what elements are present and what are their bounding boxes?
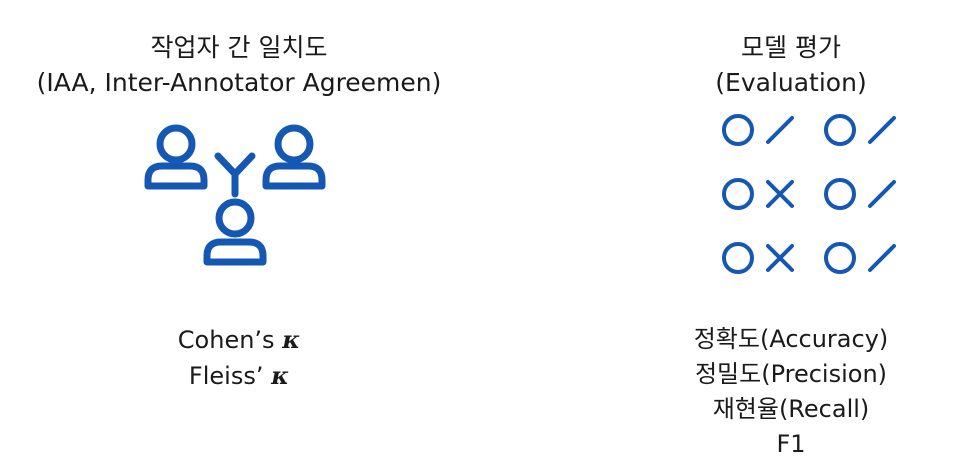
annotator-connector-icon [214, 152, 256, 198]
evaluation-metric-item: 정밀도(Precision) [694, 360, 888, 388]
slash-mark-icon [868, 116, 896, 144]
circle-mark-icon [722, 114, 754, 146]
kappa-symbol: κ [282, 325, 301, 354]
iaa-metric-name: Cohen’s [177, 326, 275, 354]
slash-mark-icon [868, 180, 896, 208]
evaluation-metric-item: 정확도(Accuracy) [693, 325, 889, 353]
circle-mark-icon [824, 114, 856, 146]
circle-mark-icon [722, 242, 754, 274]
evaluation-metrics-list: 정확도(Accuracy) 정밀도(Precision) 재현율(Recall)… [620, 322, 962, 462]
kappa-symbol: κ [271, 361, 290, 390]
circle-mark-icon [824, 178, 856, 210]
evaluation-metric-item: 재현율(Recall) [712, 395, 870, 423]
annotator-person-right-icon [262, 124, 326, 190]
slash-mark-icon [868, 244, 896, 272]
annotator-person-bottom-icon [203, 198, 267, 266]
iaa-title: 작업자 간 일치도 (IAA, Inter-Annotator Agreemen… [0, 30, 478, 100]
iaa-metric-item: Fleiss’ κ [0, 358, 478, 394]
evaluation-title-english: (Evaluation) [715, 68, 867, 97]
evaluation-title: 모델 평가 (Evaluation) [620, 30, 962, 100]
annotator-person-left-icon [144, 124, 208, 190]
circle-mark-icon [824, 242, 856, 274]
cross-mark-icon [766, 180, 794, 208]
annotators-icon [144, 124, 326, 266]
cross-mark-icon [766, 244, 794, 272]
iaa-metric-name: Fleiss’ [188, 362, 264, 390]
evaluation-metric-item: F1 [776, 430, 806, 458]
circle-mark-icon [722, 178, 754, 210]
slash-mark-icon [766, 116, 794, 144]
evaluation-marks-grid [722, 114, 896, 274]
iaa-title-english: (IAA, Inter-Annotator Agreemen) [36, 68, 442, 97]
iaa-title-korean: 작업자 간 일치도 [150, 33, 328, 62]
evaluation-title-korean: 모델 평가 [741, 33, 841, 62]
iaa-metric-item: Cohen’s κ [0, 322, 478, 358]
iaa-metrics-list: Cohen’s κ Fleiss’ κ [0, 322, 478, 394]
